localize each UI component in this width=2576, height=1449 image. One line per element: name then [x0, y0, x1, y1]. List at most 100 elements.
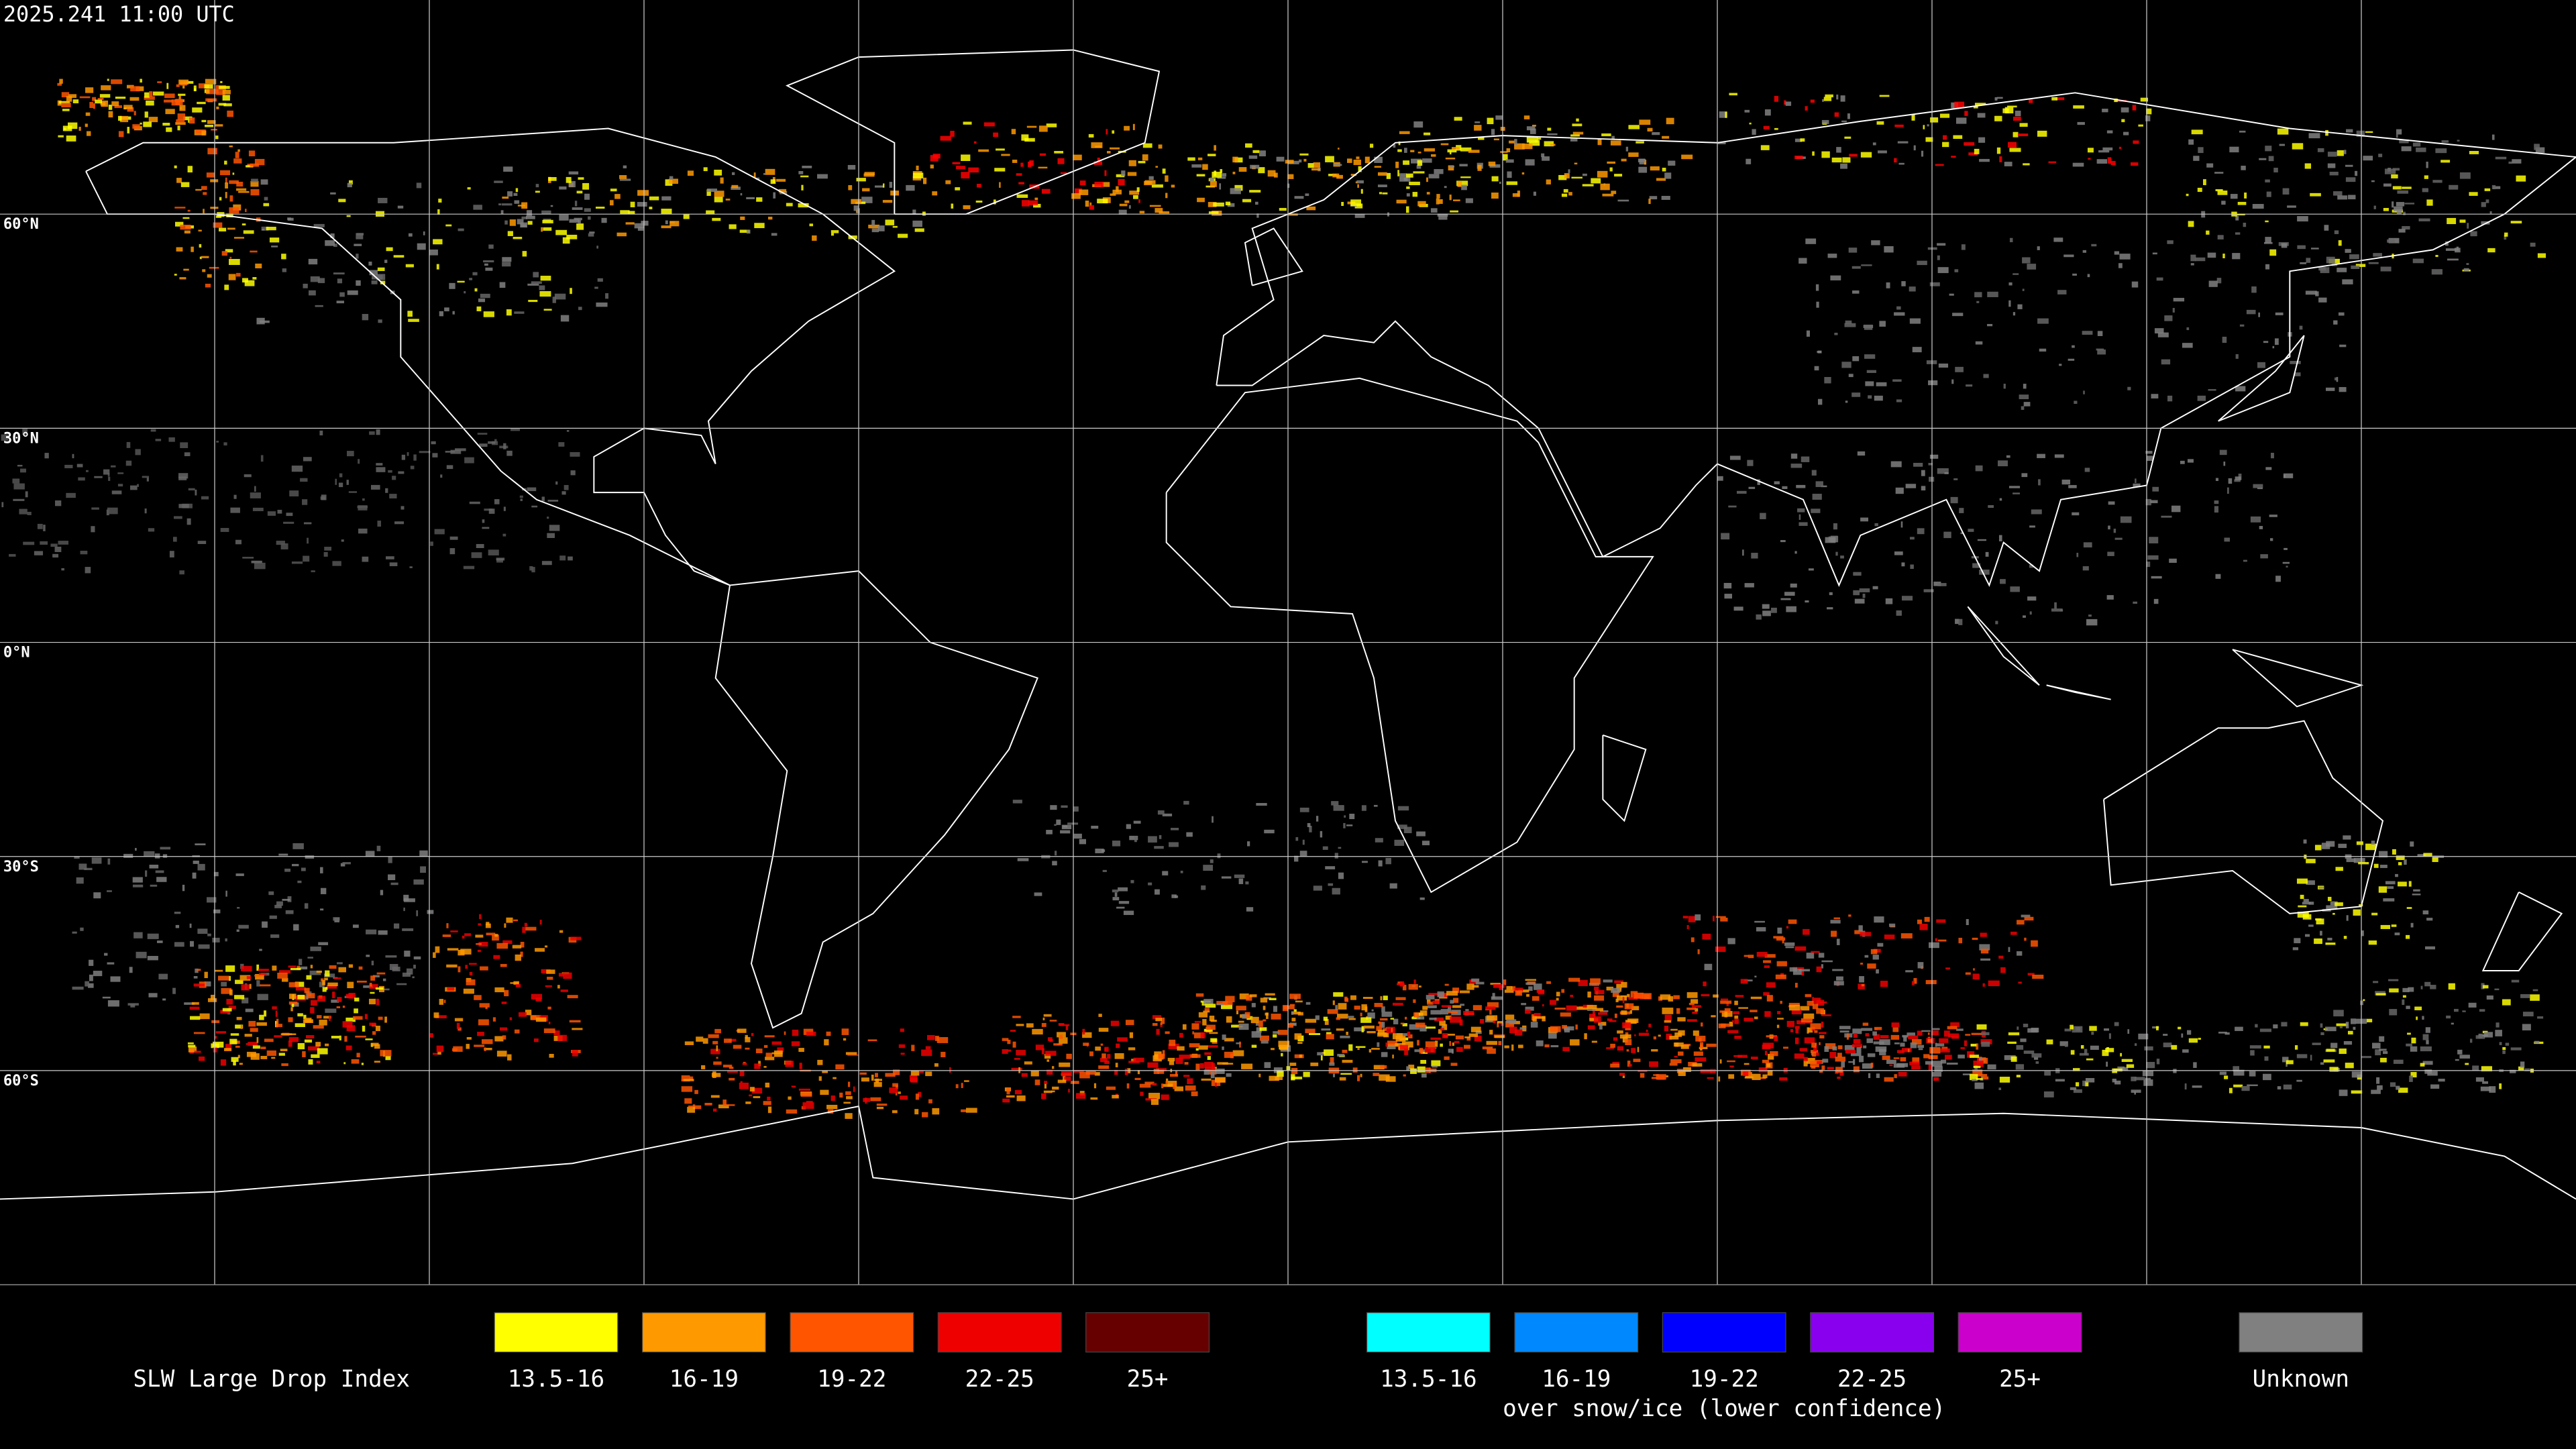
cloud-pixel	[2283, 473, 2294, 478]
cloud-pixel	[1506, 985, 1513, 990]
cloud-pixel	[2504, 235, 2507, 240]
cloud-pixel	[1987, 291, 1998, 297]
cloud-pixel	[110, 976, 121, 982]
cloud-pixel	[712, 217, 721, 221]
cloud-pixel	[144, 111, 148, 118]
cloud-pixel	[475, 934, 484, 938]
cloud-pixel	[859, 1072, 867, 1075]
cloud-pixel	[469, 501, 480, 504]
cloud-pixel	[2402, 226, 2410, 230]
cloud-pixel	[386, 247, 393, 252]
cloud-pixel	[1472, 1005, 1482, 1010]
cloud-pixel	[1016, 1024, 1024, 1026]
cloud-pixel	[2363, 999, 2365, 1002]
cloud-pixel	[1397, 824, 1407, 829]
cloud-pixel	[1022, 200, 1030, 207]
cloud-pixel	[2012, 131, 2019, 138]
cloud-pixel	[1379, 1074, 1390, 1081]
cloud-pixel	[1600, 183, 1610, 191]
cloud-pixel	[478, 923, 482, 926]
cloud-pixel	[256, 1036, 259, 1043]
cloud-pixel	[2480, 1086, 2491, 1091]
cloud-pixel	[2294, 372, 2301, 376]
cloud-pixel	[231, 1057, 239, 1062]
cloud-pixel	[396, 983, 407, 985]
cloud-pixel	[1413, 999, 1416, 1003]
cloud-pixel	[900, 1053, 905, 1055]
cloud-pixel	[1445, 157, 1456, 160]
cloud-pixel	[1106, 151, 1111, 154]
cloud-pixel	[365, 1038, 373, 1040]
cloud-pixel	[2263, 1045, 2270, 1049]
cloud-pixel	[1410, 1068, 1417, 1074]
cloud-pixel	[1554, 1008, 1566, 1010]
cloud-pixel	[1733, 1011, 1739, 1015]
cloud-pixel	[1397, 983, 1405, 985]
cloud-pixel	[1152, 1022, 1158, 1026]
cloud-pixel	[230, 1033, 239, 1036]
cloud-pixel	[62, 109, 70, 111]
cloud-pixel	[1534, 983, 1542, 990]
cloud-pixel	[2010, 931, 2017, 935]
cloud-pixel	[1728, 1074, 1735, 1079]
cloud-pixel	[2184, 1083, 2187, 1090]
cloud-pixel	[1970, 1055, 1979, 1058]
cloud-pixel	[1071, 193, 1081, 199]
cloud-pixel	[2106, 1061, 2108, 1067]
cloud-pixel	[1943, 531, 1951, 539]
cloud-pixel	[1800, 1006, 1810, 1011]
cloud-pixel	[1874, 916, 1884, 923]
cloud-pixel	[371, 280, 378, 284]
cloud-pixel	[1231, 1024, 1240, 1028]
cloud-pixel	[1239, 1041, 1241, 1048]
cloud-pixel	[2379, 865, 2387, 868]
cloud-pixel	[1526, 126, 1536, 131]
cloud-pixel	[2068, 485, 2077, 488]
cloud-pixel	[186, 518, 191, 525]
cloud-pixel	[250, 250, 258, 253]
cloud-pixel	[1900, 521, 1903, 528]
cloud-pixel	[1825, 94, 1833, 98]
cloud-pixel	[1144, 1081, 1155, 1085]
cloud-pixel	[1824, 1046, 1829, 1053]
cloud-pixel	[356, 1053, 360, 1058]
cloud-pixel	[1587, 1005, 1597, 1010]
cloud-pixel	[1542, 156, 1550, 161]
cloud-pixel	[494, 987, 504, 993]
cloud-pixel	[1827, 254, 1837, 258]
cloud-pixel	[1860, 152, 1872, 158]
cloud-pixel	[1263, 997, 1271, 1000]
cloud-pixel	[457, 280, 465, 283]
cloud-pixel	[449, 536, 458, 540]
cloud-pixel	[229, 145, 233, 148]
cloud-pixel	[1186, 832, 1193, 837]
cloud-pixel	[973, 141, 977, 144]
cloud-pixel	[2316, 918, 2324, 924]
cloud-pixel	[74, 856, 80, 859]
cloud-pixel	[753, 1095, 761, 1099]
cloud-pixel	[1841, 362, 1851, 368]
legend-swatch	[1514, 1312, 1639, 1353]
cloud-pixel	[1224, 1051, 1234, 1058]
cloud-pixel	[684, 1098, 692, 1104]
cloud-pixel	[436, 1045, 444, 1053]
cloud-pixel	[348, 491, 358, 493]
cloud-pixel	[1522, 144, 1533, 150]
cloud-pixel	[1612, 990, 1619, 998]
cloud-pixel	[1326, 1034, 1334, 1040]
cloud-pixel	[1762, 1074, 1768, 1079]
cloud-pixel	[1622, 997, 1625, 1004]
cloud-pixel	[714, 1028, 721, 1034]
cloud-pixel	[1619, 1073, 1625, 1076]
cloud-pixel	[1468, 1033, 1479, 1037]
cloud-pixel	[1221, 876, 1232, 879]
cloud-pixel	[317, 1048, 328, 1055]
cloud-pixel	[504, 220, 508, 225]
cloud-pixel	[2233, 1066, 2240, 1072]
cloud-pixel	[2407, 1032, 2411, 1035]
cloud-pixel	[892, 225, 898, 228]
cloud-pixel	[2337, 150, 2344, 156]
cloud-pixel	[308, 1059, 313, 1065]
cloud-pixel	[465, 965, 468, 969]
cloud-pixel	[1589, 1014, 1595, 1020]
